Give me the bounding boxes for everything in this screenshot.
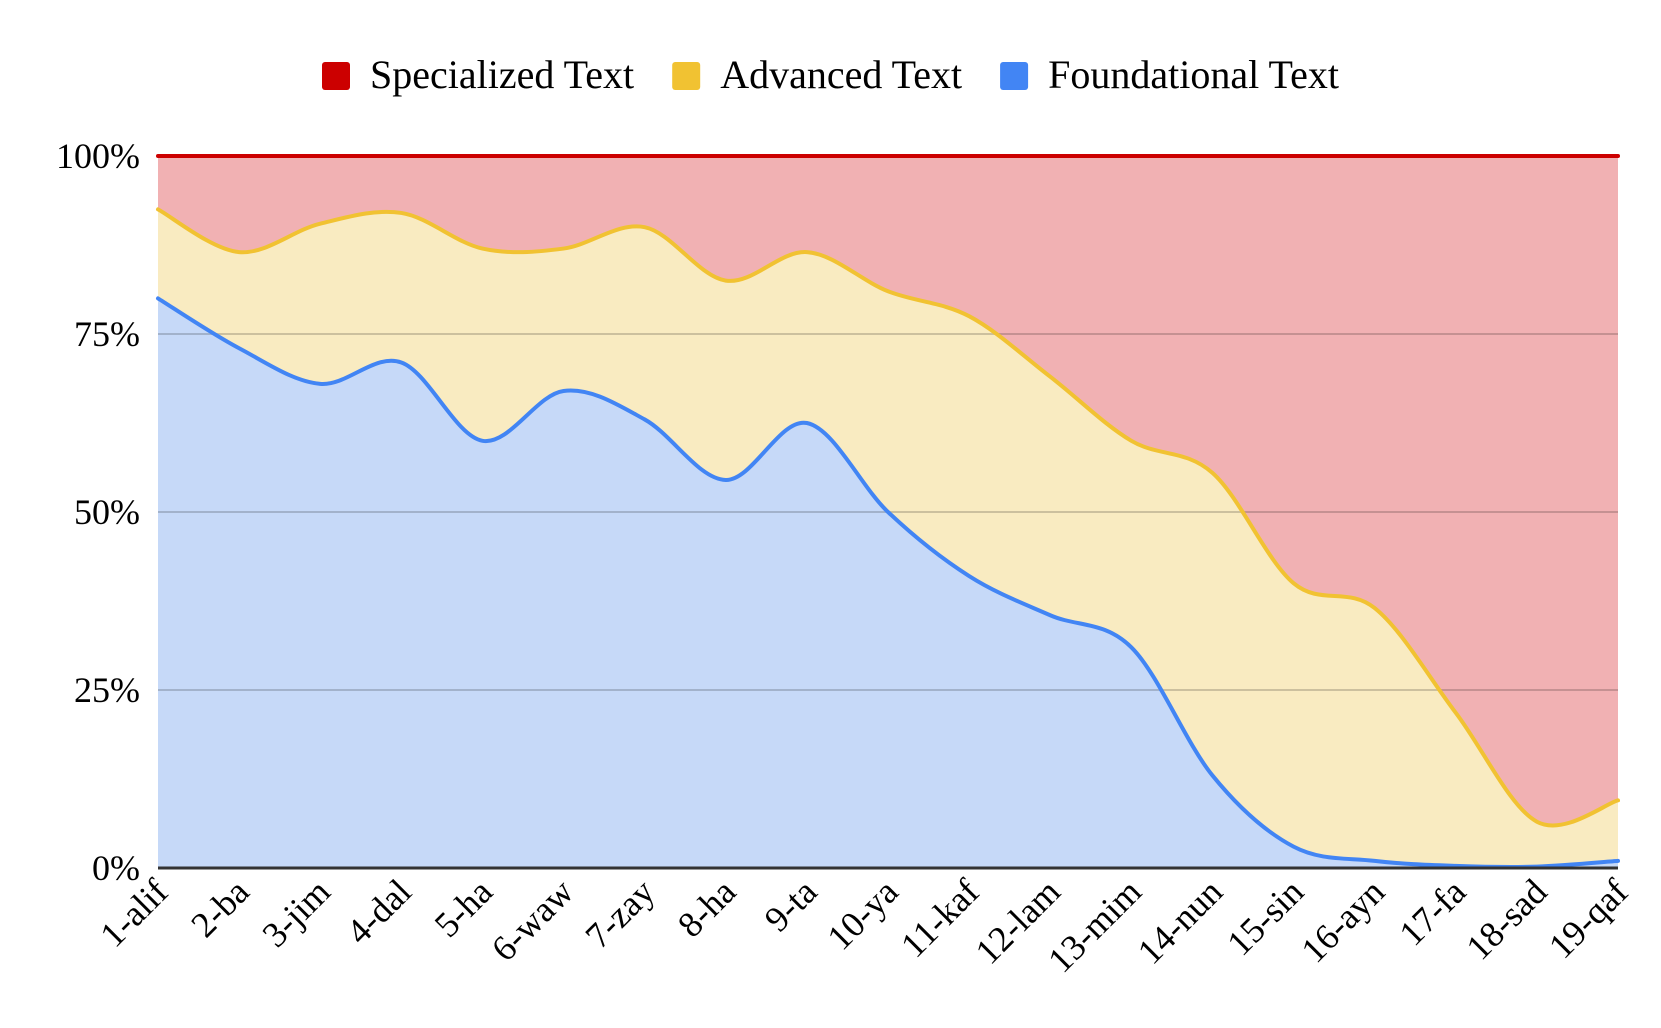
x-tick-label: 11-kaf [893, 871, 987, 965]
x-tick-label: 6-waw [484, 871, 582, 969]
y-tick-label: 50% [74, 492, 140, 532]
x-tick-label: 18-sad [1458, 871, 1554, 967]
line-advanced-text [156, 207, 1620, 828]
legend-swatch [1000, 62, 1029, 90]
x-tick-label: 10-ya [819, 871, 905, 957]
legend-item-foundational-text: Foundational Text [1000, 52, 1339, 97]
series-lines [156, 153, 1620, 869]
y-tick-label: 25% [74, 670, 140, 710]
x-tick-label: 19-qaf [1541, 871, 1636, 966]
line-foundational-text [156, 296, 1620, 869]
x-tick-label: 4-dal [338, 871, 419, 952]
x-tick-label: 7-zay [578, 871, 663, 956]
legend: Specialized Text Advanced Text Foundationa… [322, 52, 1339, 97]
x-tick-label: 14-nun [1130, 871, 1230, 971]
x-tick-label: 13-mim [1040, 871, 1149, 980]
x-tick-label: 8-ha [670, 871, 744, 945]
legend-item-advanced-text: Advanced Text [672, 52, 962, 97]
y-tick-label: 75% [74, 314, 140, 354]
x-tick-label: 9-ta [757, 871, 825, 939]
y-axis-tick-labels: 0% 25% 50% 75% 100% [56, 136, 140, 888]
x-tick-label: 16-ayn [1293, 871, 1392, 970]
legend-label: Foundational Text [1048, 52, 1339, 97]
legend-item-specialized-text: Specialized Text [322, 52, 634, 97]
legend-label: Specialized Text [370, 52, 634, 97]
area-advanced-text [158, 209, 1618, 867]
legend-swatch [322, 62, 350, 90]
x-tick-label: 15-sin [1219, 871, 1311, 963]
area-series [158, 156, 1618, 868]
x-tick-label: 2-ba [183, 871, 257, 945]
area-foundational-text [158, 298, 1618, 868]
y-tick-label: 100% [56, 136, 140, 176]
area-specialized-text [158, 156, 1618, 826]
y-tick-label: 0% [92, 848, 140, 888]
x-tick-label: 3-jim [254, 871, 337, 954]
legend-swatch [672, 62, 701, 90]
legend-label: Advanced Text [720, 52, 962, 97]
